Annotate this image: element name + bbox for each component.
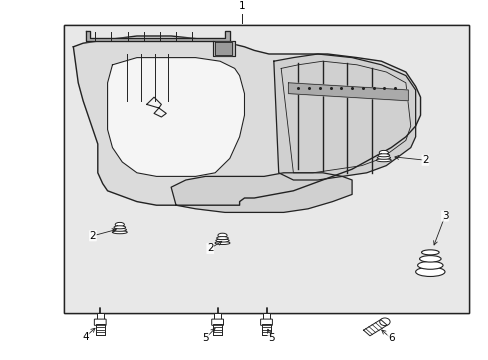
Polygon shape [107, 58, 244, 176]
Ellipse shape [417, 261, 442, 269]
Text: 2: 2 [89, 231, 96, 241]
Bar [262, 324, 270, 336]
Bar [63, 25, 468, 313]
Ellipse shape [215, 242, 229, 244]
Bar [214, 313, 221, 320]
Text: 2: 2 [206, 243, 213, 253]
Polygon shape [171, 173, 351, 212]
Ellipse shape [216, 237, 228, 240]
Ellipse shape [115, 222, 124, 227]
Polygon shape [212, 41, 234, 56]
Polygon shape [215, 42, 232, 55]
Bar [63, 25, 468, 313]
Bar [63, 25, 468, 313]
Ellipse shape [419, 256, 440, 262]
Ellipse shape [114, 226, 125, 229]
Text: 2: 2 [421, 155, 428, 165]
Ellipse shape [377, 154, 389, 157]
Text: 3: 3 [441, 211, 447, 221]
Text: 6: 6 [387, 333, 394, 343]
Polygon shape [273, 54, 415, 180]
Ellipse shape [376, 156, 390, 159]
Ellipse shape [376, 159, 390, 162]
Polygon shape [363, 320, 386, 336]
FancyBboxPatch shape [211, 319, 223, 325]
Text: 5: 5 [267, 333, 274, 343]
Ellipse shape [379, 150, 387, 155]
Bar [213, 324, 222, 336]
Ellipse shape [112, 231, 127, 234]
Bar [97, 313, 103, 320]
Polygon shape [288, 83, 407, 101]
Ellipse shape [415, 267, 444, 276]
FancyBboxPatch shape [94, 319, 106, 325]
Text: 1: 1 [238, 1, 245, 11]
Ellipse shape [113, 228, 126, 231]
Polygon shape [85, 31, 229, 41]
FancyBboxPatch shape [260, 319, 272, 325]
Bar [263, 313, 269, 320]
Polygon shape [73, 36, 420, 205]
Ellipse shape [421, 250, 438, 255]
Bar [96, 324, 104, 336]
Ellipse shape [215, 239, 229, 242]
Ellipse shape [218, 233, 226, 238]
Text: 4: 4 [82, 332, 89, 342]
Ellipse shape [379, 318, 389, 325]
Text: 5: 5 [202, 333, 208, 343]
